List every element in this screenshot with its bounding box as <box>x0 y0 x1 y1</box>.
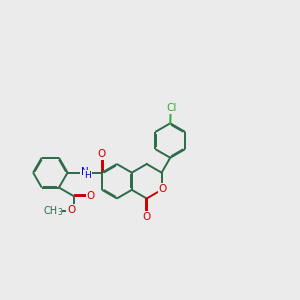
Text: 3: 3 <box>58 208 62 217</box>
Text: O: O <box>98 149 106 159</box>
Text: CH: CH <box>44 206 58 216</box>
Text: O: O <box>159 184 167 194</box>
Text: Cl: Cl <box>166 103 176 113</box>
Text: O: O <box>87 191 95 201</box>
Text: H: H <box>84 171 91 180</box>
Text: N: N <box>81 167 89 177</box>
Text: O: O <box>142 212 151 222</box>
Text: O: O <box>67 205 75 215</box>
